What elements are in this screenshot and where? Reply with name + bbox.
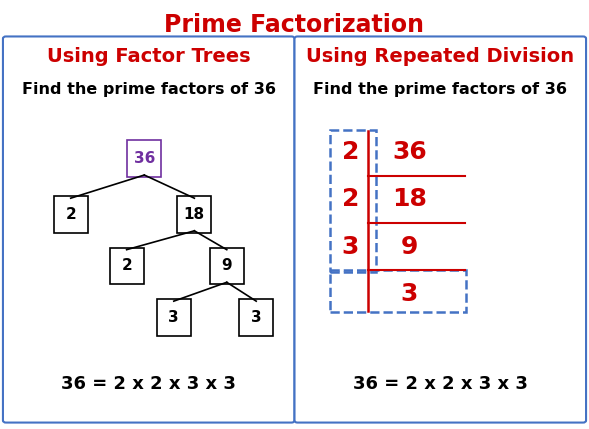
Text: 2: 2 bbox=[342, 187, 359, 211]
Text: 2: 2 bbox=[342, 140, 359, 164]
Text: 9: 9 bbox=[401, 235, 418, 259]
FancyBboxPatch shape bbox=[110, 248, 144, 284]
Text: 3: 3 bbox=[251, 310, 262, 325]
FancyBboxPatch shape bbox=[177, 196, 211, 233]
Text: 3: 3 bbox=[401, 282, 418, 306]
FancyBboxPatch shape bbox=[239, 299, 273, 335]
Text: Find the prime factors of 36: Find the prime factors of 36 bbox=[22, 82, 276, 97]
Text: 2: 2 bbox=[121, 259, 132, 273]
FancyBboxPatch shape bbox=[294, 36, 586, 423]
FancyBboxPatch shape bbox=[54, 196, 88, 233]
FancyBboxPatch shape bbox=[127, 141, 161, 177]
Text: 36: 36 bbox=[392, 140, 426, 164]
FancyBboxPatch shape bbox=[157, 299, 191, 335]
Text: 36 = 2 x 2 x 3 x 3: 36 = 2 x 2 x 3 x 3 bbox=[353, 375, 528, 393]
FancyBboxPatch shape bbox=[210, 248, 244, 284]
Text: Using Repeated Division: Using Repeated Division bbox=[306, 47, 574, 66]
Text: 9: 9 bbox=[221, 259, 232, 273]
Text: 3: 3 bbox=[168, 310, 179, 325]
Text: 18: 18 bbox=[184, 207, 205, 222]
Text: Using Factor Trees: Using Factor Trees bbox=[47, 47, 250, 66]
FancyBboxPatch shape bbox=[3, 36, 294, 423]
Text: 3: 3 bbox=[342, 235, 359, 259]
Text: 18: 18 bbox=[392, 187, 427, 211]
Text: 36: 36 bbox=[134, 151, 155, 166]
Text: 36 = 2 x 2 x 3 x 3: 36 = 2 x 2 x 3 x 3 bbox=[61, 375, 236, 393]
Text: Prime Factorization: Prime Factorization bbox=[164, 13, 425, 37]
Text: Find the prime factors of 36: Find the prime factors of 36 bbox=[313, 82, 567, 97]
Text: 2: 2 bbox=[65, 207, 76, 222]
